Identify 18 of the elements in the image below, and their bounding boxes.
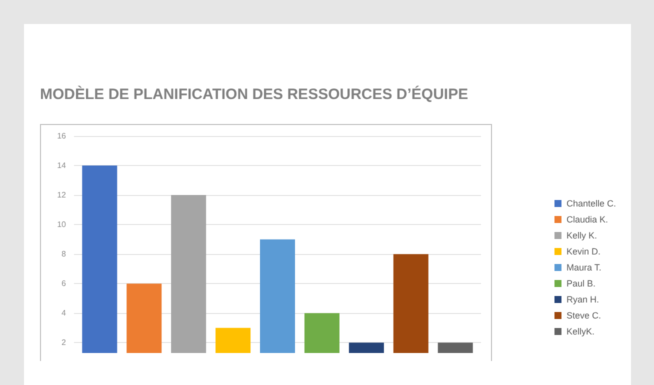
legend-label: Kevin D.: [566, 246, 600, 256]
legend-label: Ryan H.: [566, 294, 599, 304]
legend-label: Maura T.: [566, 262, 602, 272]
y-tick-label: 2: [62, 338, 67, 348]
y-tick-label: 8: [62, 250, 67, 259]
legend-label: Claudia K.: [566, 214, 608, 224]
y-tick-label: 6: [62, 279, 67, 288]
legend-label: Steve C.: [566, 310, 601, 320]
y-tick-label: 12: [57, 190, 67, 200]
legend-label: Paul B.: [566, 278, 596, 288]
legend-label: KellyK.: [566, 326, 594, 336]
y-tick-label: 14: [57, 161, 67, 170]
y-tick-label: 4: [62, 308, 67, 318]
legend-label: Kelly K.: [566, 230, 597, 240]
legend-label: Chantelle C.: [566, 198, 616, 208]
y-tick-label: 16: [57, 132, 67, 140]
y-tick-label: 10: [57, 220, 67, 230]
chart-title: MODÈLE DE PLANIFICATION DES RESSOURCES D’ÉQUIPE: [40, 86, 468, 103]
